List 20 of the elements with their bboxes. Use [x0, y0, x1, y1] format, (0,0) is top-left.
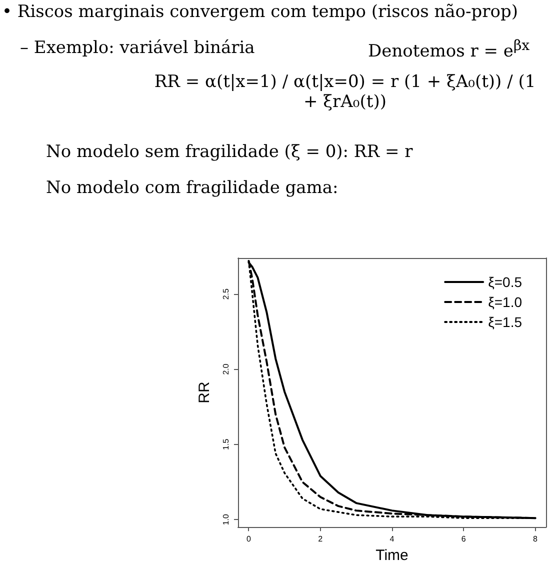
y-tick-label: 2.0	[222, 363, 230, 375]
x-axis-title: Time	[376, 547, 408, 564]
y-tick-label: 1.0	[222, 513, 230, 526]
y-axis-title: RR	[196, 382, 213, 404]
legend-label: ξ=0.5	[488, 274, 522, 290]
legend-label: ξ=1.0	[488, 294, 522, 310]
y-tick-label: 1.5	[222, 438, 230, 450]
text: No modelo com fragilidade gama:	[46, 178, 338, 198]
chart-title: • Riscos marginais convergem com tempo (riscos não-prop)	[2, 2, 518, 22]
x-tick-label: 4	[390, 534, 395, 544]
x-tick-label: 8	[533, 534, 538, 544]
x-tick-label: 0	[246, 534, 252, 544]
x-tick-label: 6	[461, 534, 466, 544]
text: No modelo sem fragilidade (ξ = 0): RR = r	[46, 142, 413, 162]
x-tick-label: 2	[318, 534, 324, 544]
text: RR = α(t|x=1) / α(t|x=0) = r (1 + ξA₀(t)) / (1 + ξrA₀(t))	[153, 72, 537, 112]
text: Denotemos r = e$^{βx}$	[368, 38, 530, 62]
legend-label: ξ=1.5	[488, 314, 522, 330]
text: – Exemplo: variável binária	[20, 38, 255, 58]
y-tick-label: 2.5	[222, 288, 230, 300]
